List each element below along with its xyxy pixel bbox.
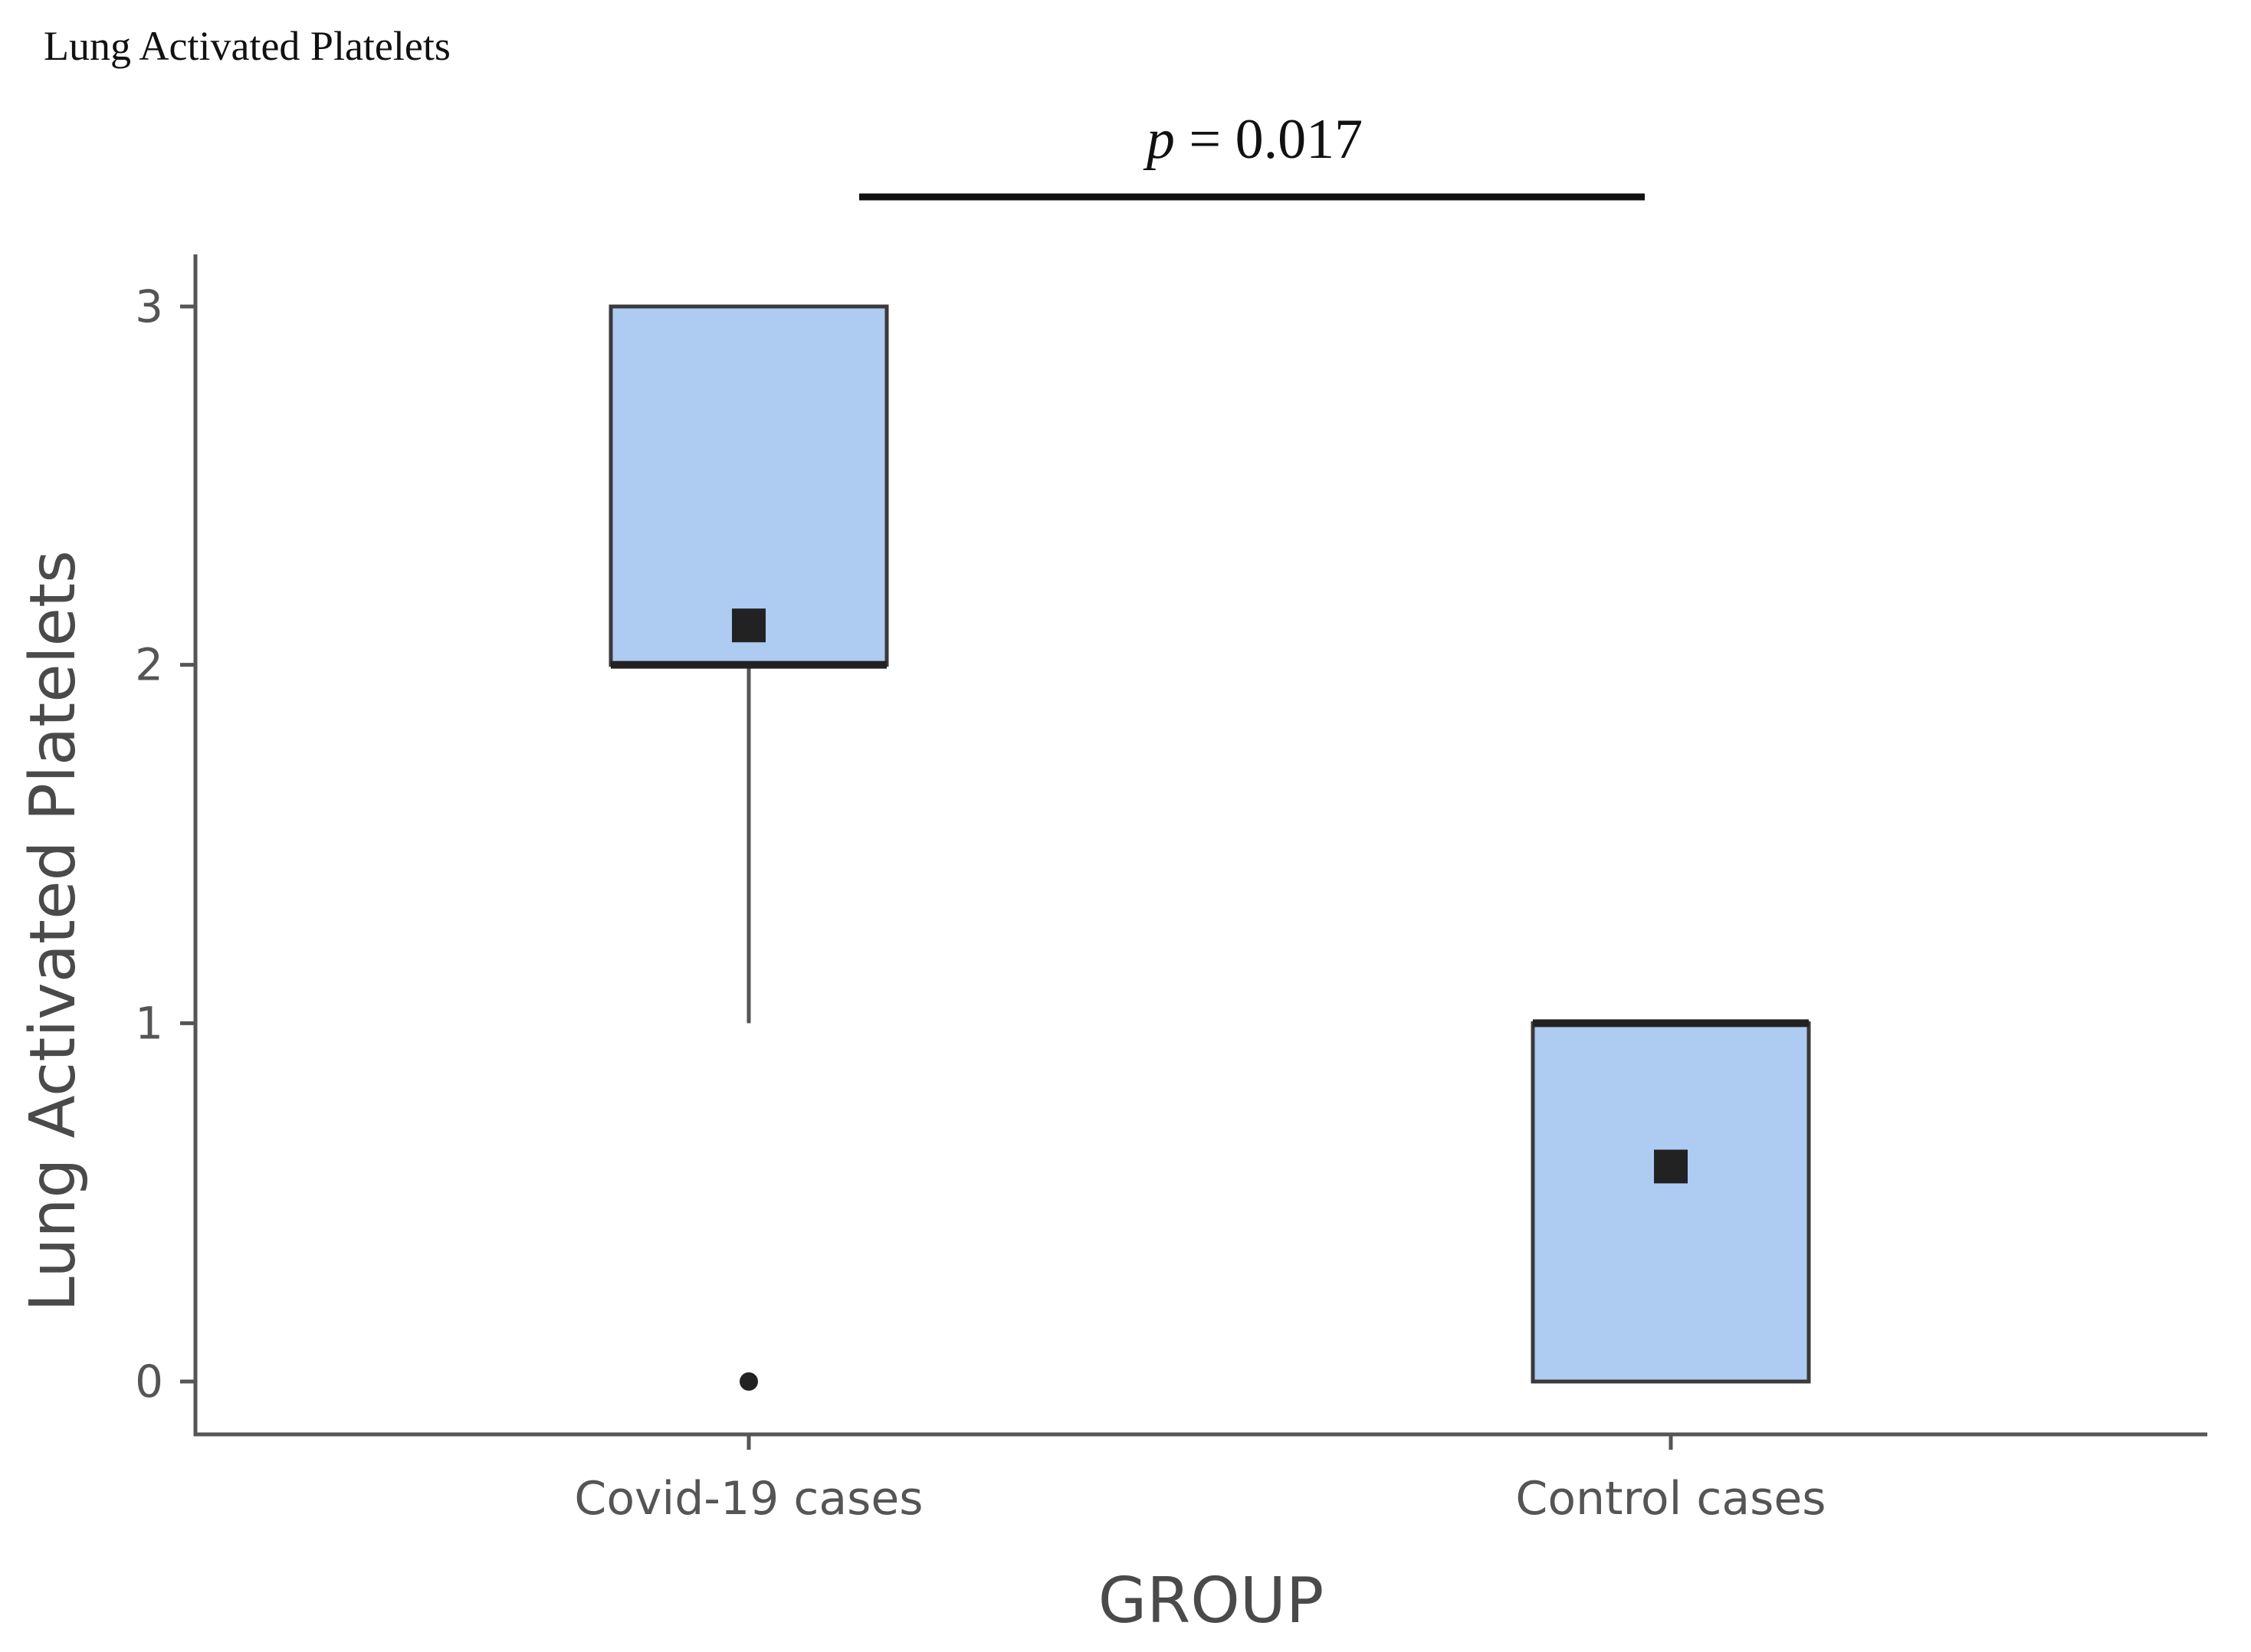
y-tick-label: 3 <box>135 280 163 333</box>
box-series <box>609 304 1811 1391</box>
chart-title: Lung Activated Platelets <box>44 23 451 69</box>
significance-annotation: p = 0.017 <box>859 108 1645 201</box>
y-tick-label: 2 <box>135 639 163 691</box>
p-value-label: p = 0.017 <box>1143 108 1363 171</box>
x-tick-label: Covid-19 cases <box>574 1472 923 1526</box>
p-value-text: = 0.017 <box>1175 108 1363 171</box>
y-tick-label: 0 <box>135 1355 163 1408</box>
outlier-point <box>740 1372 758 1391</box>
y-axis-label: Lung Activated Platelets <box>17 550 90 1312</box>
y-tick-label: 1 <box>135 997 163 1049</box>
p-symbol: p <box>1143 108 1175 171</box>
box-iqr <box>1531 1021 1811 1384</box>
box-group <box>609 304 889 1391</box>
x-tick-label: Control cases <box>1515 1472 1826 1526</box>
x-axis-ticks: Covid-19 cases Control cases <box>574 1434 1826 1526</box>
box-group <box>1531 1019 1811 1384</box>
x-axis-label: GROUP <box>1098 1565 1324 1637</box>
mean-marker <box>732 608 766 643</box>
box-iqr <box>609 304 889 667</box>
mean-marker <box>1654 1149 1688 1184</box>
y-axis-ticks: 0 1 2 3 <box>135 280 195 1408</box>
